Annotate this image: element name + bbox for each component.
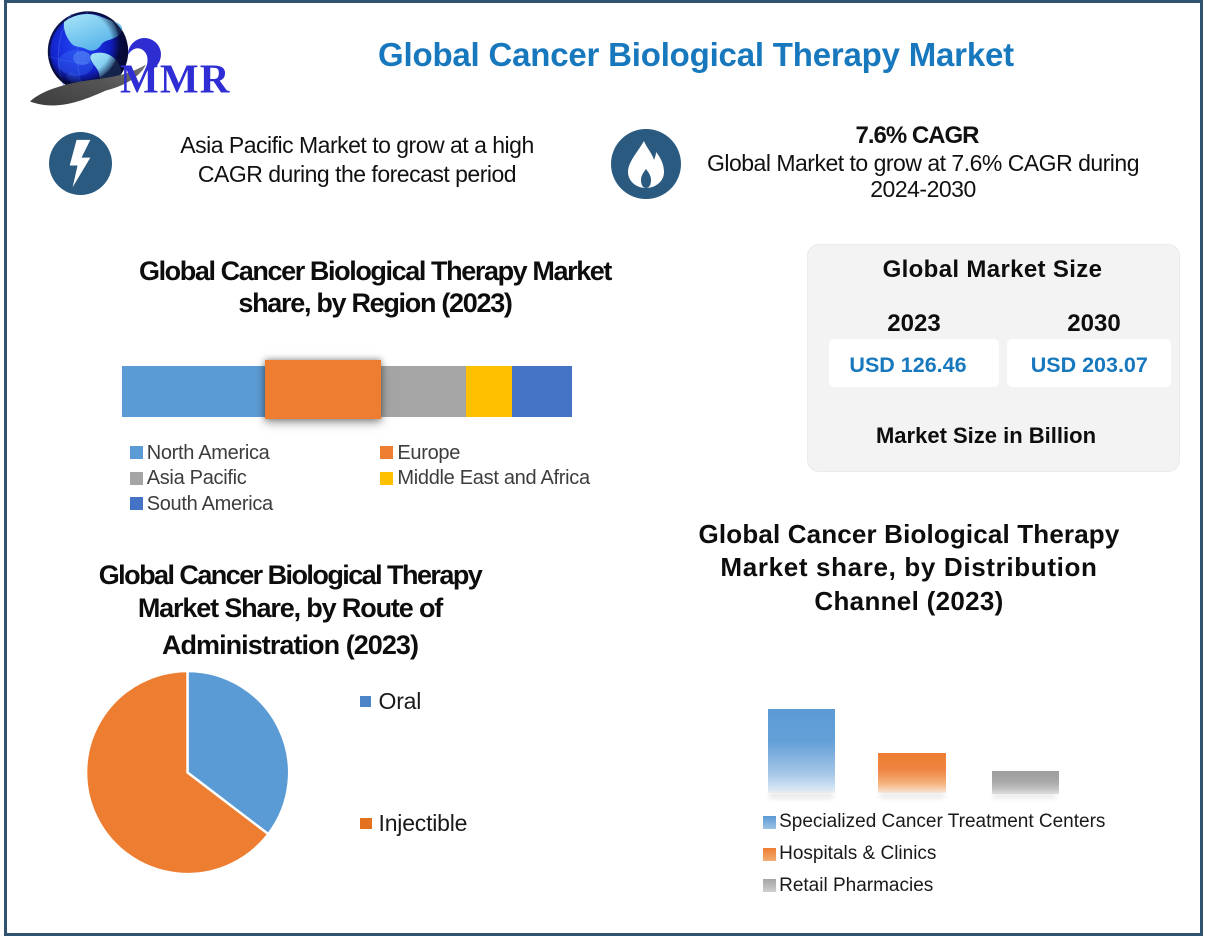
svg-text:MMR: MMR [120,56,231,102]
